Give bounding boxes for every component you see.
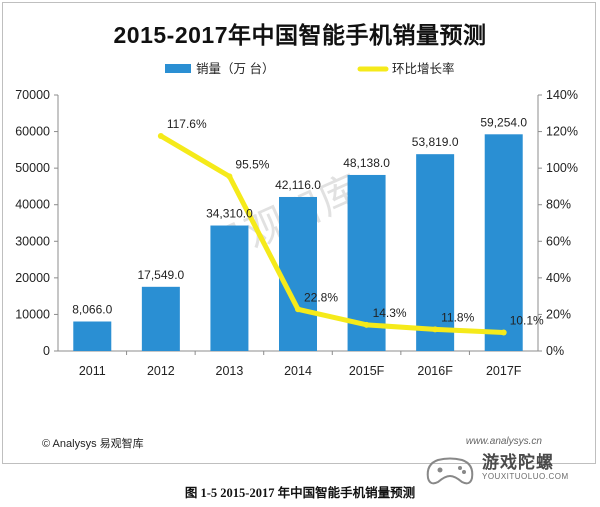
growth-point [295, 306, 301, 313]
x-tick-label: 2012 [147, 364, 175, 378]
line-series [157, 132, 507, 336]
badge-domain: YOUXITUOLUO.COM [482, 472, 569, 481]
growth-point [157, 132, 164, 139]
legend-bar-swatch [165, 64, 191, 73]
y-left-tick-label: 40000 [15, 198, 50, 212]
bar-value-label: 34,310.0 [206, 207, 253, 221]
legend-line-label: 环比增长率 [392, 61, 455, 76]
y-right-tick-label: 0% [546, 344, 564, 358]
growth-value-label: 117.6% [167, 117, 207, 131]
bar-value-label: 42,116.0 [275, 178, 321, 192]
bar-value-label: 53,819.0 [412, 135, 459, 149]
bar-value-label: 59,254.0 [480, 115, 527, 129]
y-right-tick-label: 60% [546, 234, 571, 248]
bar-value-label: 48,138.0 [343, 156, 390, 170]
bar-series [73, 134, 523, 351]
y-right-tick-label: 80% [546, 198, 571, 212]
site-url: www.analysys.cn [465, 436, 542, 447]
growth-value-label: 95.5% [235, 157, 269, 171]
y-left-tick-label: 30000 [15, 234, 50, 248]
bar [73, 321, 112, 351]
growth-point [226, 173, 233, 180]
y-left-tick-label: 70000 [15, 88, 50, 102]
bar [141, 286, 180, 351]
source-note: © Analysys 易观智库 [42, 438, 144, 450]
y-left-tick-label: 20000 [15, 271, 50, 285]
y-left-tick-label: 10000 [15, 307, 50, 321]
growth-value-label: 11.8% [441, 310, 474, 324]
x-tick-label: 2017F [486, 364, 522, 378]
y-right-tick-label: 20% [546, 307, 571, 321]
growth-value-label: 10.1% [510, 314, 544, 328]
y-left-tick-label: 0 [43, 344, 50, 358]
badge-name: 游戏陀螺 [482, 453, 554, 472]
bar [416, 154, 455, 351]
x-tick-label: 2011 [79, 364, 106, 378]
brand-badge: 游戏陀螺 YOUXITUOLUO.COM [422, 446, 592, 490]
growth-point [432, 326, 439, 333]
x-tick-label: 2014 [284, 364, 312, 378]
figure-caption: 图 1-5 2015-2017 年中国智能手机销量预测 [184, 486, 416, 500]
legend: 销量（万 台） 环比增长率 [165, 61, 455, 76]
data-labels: 8,066.0 17,549.0 34,310.0 42,116.0 48,138.0 5… [72, 115, 544, 327]
growth-value-label: 22.8% [304, 290, 338, 304]
x-tick-label: 2016F [417, 364, 453, 378]
bar [279, 196, 317, 351]
bar [210, 225, 249, 351]
y-right-tick-label: 100% [546, 161, 578, 175]
growth-value-label: 14.3% [373, 306, 407, 320]
bar-value-label: 17,549.0 [137, 268, 184, 282]
growth-point [500, 329, 507, 336]
y-right-tick-label: 40% [546, 271, 571, 285]
legend-bar-label: 销量（万 台） [196, 61, 274, 76]
x-tick-label: 2015F [349, 364, 385, 378]
bar-value-label: 8,066.0 [72, 303, 112, 317]
bar [484, 134, 523, 351]
x-tick-label: 2013 [216, 364, 244, 378]
y-right-tick-label: 120% [546, 125, 578, 139]
gamepad-icon [426, 457, 474, 485]
y-right-tick-label: 140% [546, 88, 578, 102]
chart-title: 2015-2017年中国智能手机销量预测 [113, 22, 487, 48]
growth-point [363, 321, 370, 328]
y-left-tick-label: 50000 [15, 161, 50, 175]
y-left-tick-label: 60000 [15, 125, 50, 139]
growth-line [158, 133, 507, 336]
